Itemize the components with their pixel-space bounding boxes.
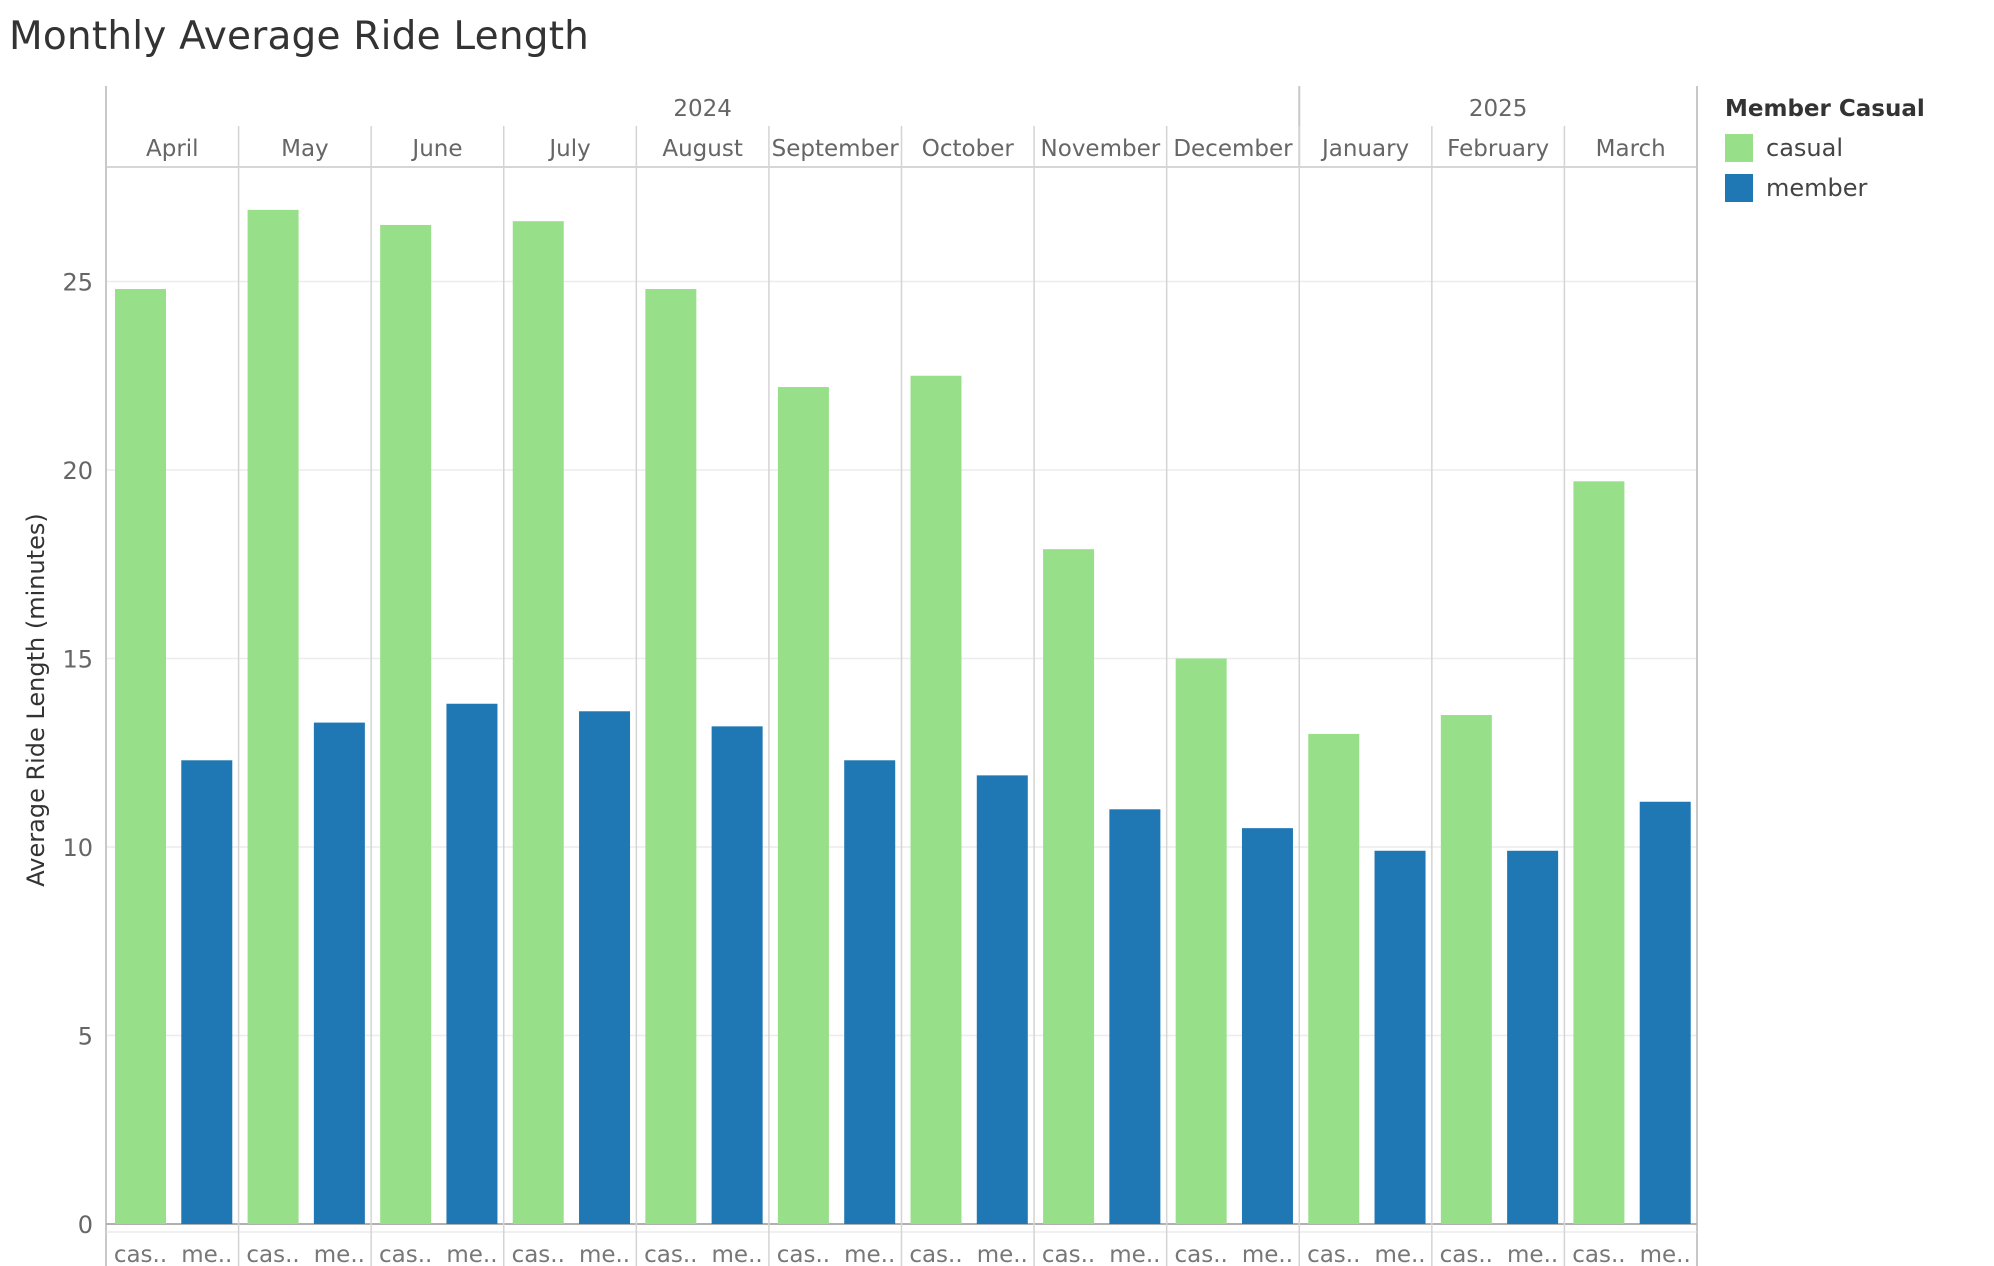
month-label: October — [922, 136, 1015, 162]
y-tick-label: 10 — [62, 834, 93, 862]
x-subcategory-label: me.. — [844, 1242, 895, 1266]
bar-casual — [910, 375, 962, 1224]
month-label: March — [1596, 136, 1666, 162]
bar-member — [844, 760, 896, 1224]
x-subcategory-label: cas.. — [379, 1242, 432, 1266]
bar-casual — [247, 209, 299, 1224]
month-label: December — [1173, 136, 1293, 162]
bars — [115, 209, 1691, 1224]
bar-member — [1639, 801, 1691, 1224]
bar-member — [579, 711, 631, 1224]
year-label: 2024 — [673, 96, 732, 122]
month-label: August — [662, 136, 743, 162]
x-subcategory-label: cas.. — [1174, 1242, 1227, 1266]
legend-label-member: member — [1766, 174, 1868, 202]
x-subcategory-label: cas.. — [246, 1242, 299, 1266]
x-subcategory-label: me.. — [977, 1242, 1028, 1266]
bar-casual — [645, 289, 697, 1224]
x-subcategory-label: me.. — [1374, 1242, 1425, 1266]
month-label: February — [1447, 136, 1549, 162]
bar-casual — [380, 224, 432, 1224]
bar-casual — [1308, 733, 1360, 1224]
bar-casual — [1043, 549, 1095, 1224]
y-axis-label: Average Ride Length (minutes) — [22, 513, 50, 886]
x-subcategory-label: me.. — [1640, 1242, 1691, 1266]
month-label: July — [547, 136, 590, 162]
month-label: June — [410, 136, 462, 162]
bar-member — [1241, 828, 1293, 1224]
y-tick-label: 20 — [62, 457, 93, 485]
bar-casual — [512, 221, 564, 1224]
bar-member — [181, 760, 233, 1224]
x-subcategory-label: me.. — [1109, 1242, 1160, 1266]
chart-title: Monthly Average Ride Length — [9, 14, 590, 59]
y-tick-label: 5 — [78, 1023, 93, 1051]
legend: Member Casual casual member — [1725, 96, 1925, 208]
bar-member — [446, 703, 498, 1224]
bar-casual — [1440, 715, 1492, 1224]
x-subcategory-label: me.. — [181, 1242, 232, 1266]
x-subcategory-label: me.. — [446, 1242, 497, 1266]
legend-swatch-member — [1725, 174, 1753, 202]
column-headers: 2024 2025 April May June July August September O… — [146, 96, 1666, 162]
x-subcategory-label: cas.. — [909, 1242, 962, 1266]
bar-member — [313, 722, 365, 1224]
legend-label-casual: casual — [1766, 134, 1843, 162]
month-label: May — [281, 136, 329, 162]
bar-member — [976, 775, 1028, 1224]
y-tick-label: 0 — [78, 1211, 93, 1239]
month-label: November — [1041, 136, 1161, 162]
x-subcategory-label: me.. — [314, 1242, 365, 1266]
x-subcategory-label: cas.. — [114, 1242, 167, 1266]
x-subcategory-label: cas.. — [644, 1242, 697, 1266]
month-label: January — [1320, 136, 1409, 162]
y-tick-label: 15 — [62, 646, 93, 674]
bar-member — [711, 726, 763, 1224]
x-subcategory-label: cas.. — [1440, 1242, 1493, 1266]
x-subcategory-label: cas.. — [1307, 1242, 1360, 1266]
month-label: April — [146, 136, 199, 162]
y-tick-label: 25 — [62, 269, 93, 297]
legend-title: Member Casual — [1725, 96, 1925, 122]
x-subcategory-label: me.. — [579, 1242, 630, 1266]
legend-item-member[interactable]: member — [1725, 168, 1925, 208]
month-label: September — [772, 136, 900, 162]
x-subcategory-label: me.. — [712, 1242, 763, 1266]
bar-casual — [1175, 658, 1227, 1224]
axes: 0 5 10 15 20 25 cas.. me.. cas.. me.. cas.. me.. cas… — [62, 269, 1690, 1266]
x-subcategory-label: cas.. — [512, 1242, 565, 1266]
bar-casual — [777, 387, 829, 1224]
x-subcategory-label: me.. — [1507, 1242, 1558, 1266]
legend-swatch-casual — [1725, 134, 1753, 162]
x-subcategory-label: cas.. — [1572, 1242, 1625, 1266]
bar-casual — [1573, 481, 1625, 1224]
x-subcategory-label: me.. — [1242, 1242, 1293, 1266]
bar-member — [1507, 850, 1559, 1224]
chart-frame — [105, 86, 1698, 1266]
year-label: 2025 — [1469, 96, 1528, 122]
bar-casual — [115, 289, 166, 1224]
bar-member — [1374, 850, 1426, 1224]
bar-member — [1109, 809, 1161, 1224]
x-subcategory-label: cas.. — [777, 1242, 830, 1266]
x-subcategory-label: cas.. — [1042, 1242, 1095, 1266]
legend-item-casual[interactable]: casual — [1725, 128, 1925, 168]
